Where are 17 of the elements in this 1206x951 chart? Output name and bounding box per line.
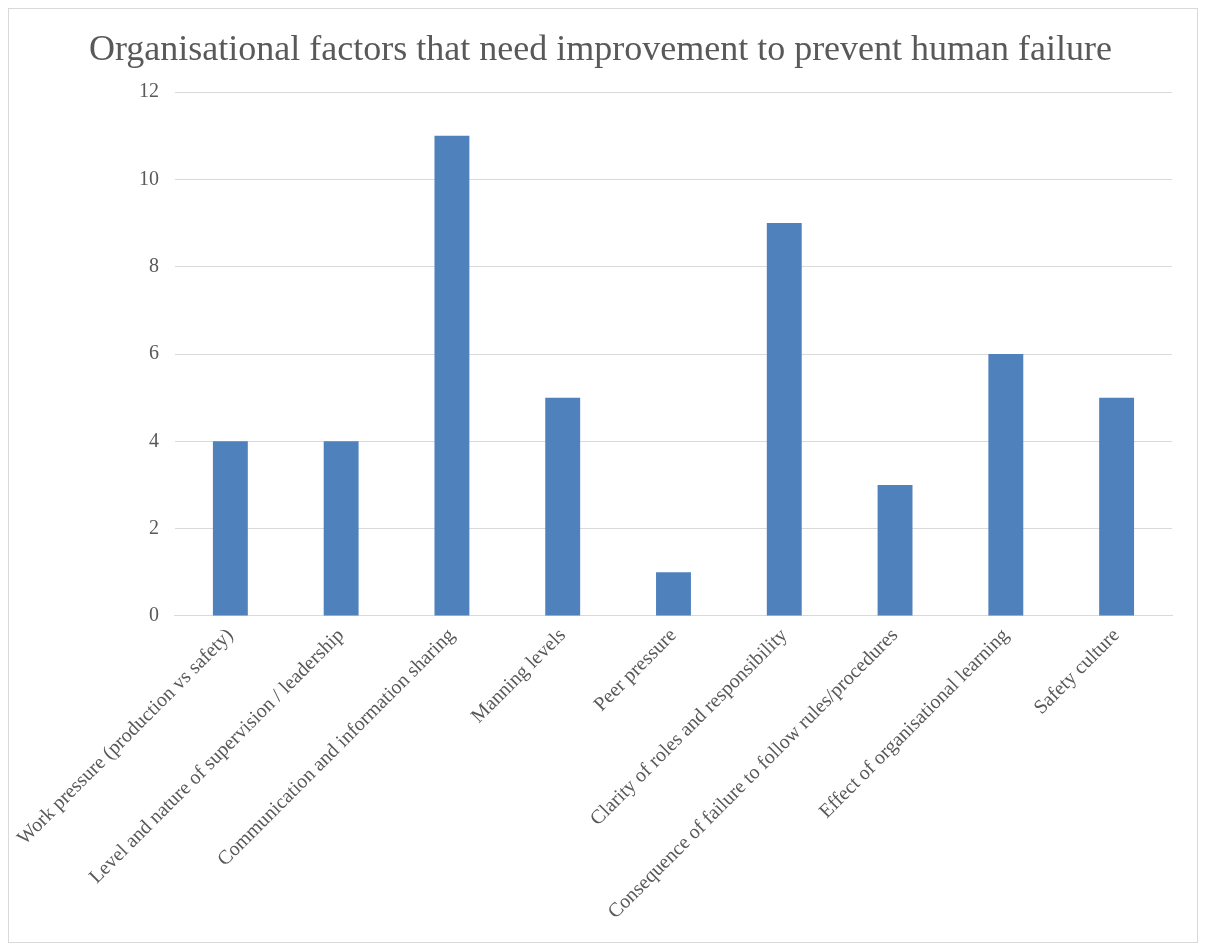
bar [545,397,581,616]
y-tick-label: 4 [148,428,159,451]
y-tick-label: 12 [138,79,159,102]
bar [434,135,470,616]
chart-title: Organisational factors that need improvement to prevent human failure [89,28,1112,69]
bar [766,223,802,616]
y-tick-label: 10 [138,166,159,189]
bar [1099,397,1135,616]
y-tick-label: 2 [148,515,159,538]
y-tick-label: 8 [148,254,159,277]
bar [323,441,359,616]
y-tick-label: 6 [148,341,159,364]
bar [877,484,913,616]
y-tick-label: 0 [148,603,159,626]
bar [988,354,1024,616]
bar [656,572,691,616]
bar [212,441,248,616]
